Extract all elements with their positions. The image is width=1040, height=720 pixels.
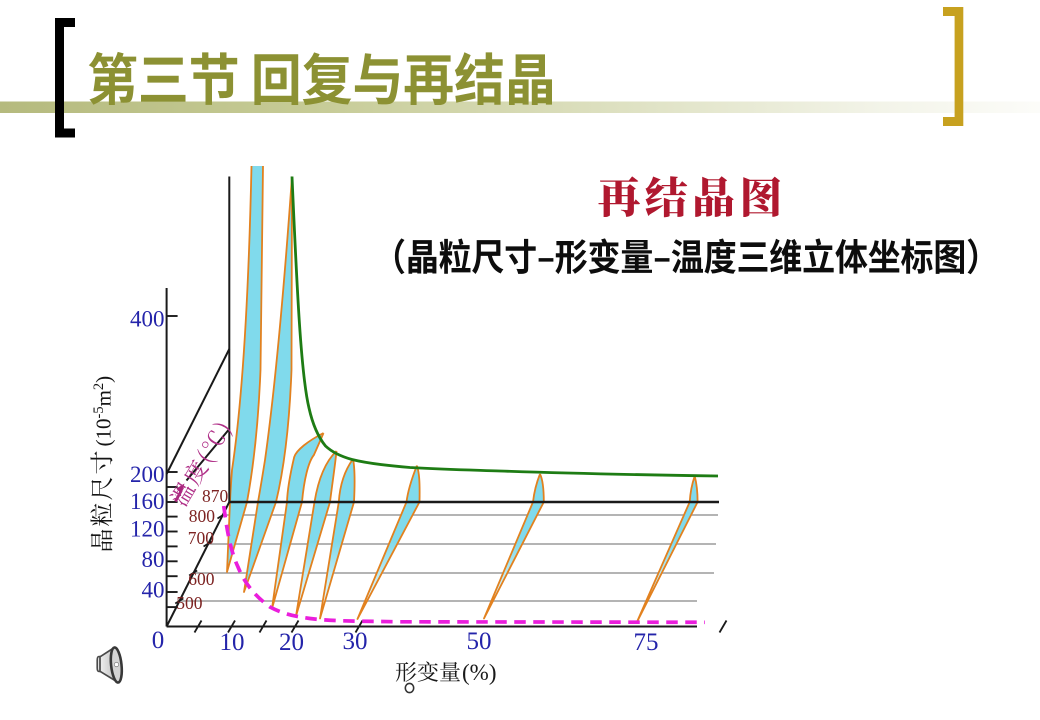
svg-text:(%): (%) [462,660,496,685]
